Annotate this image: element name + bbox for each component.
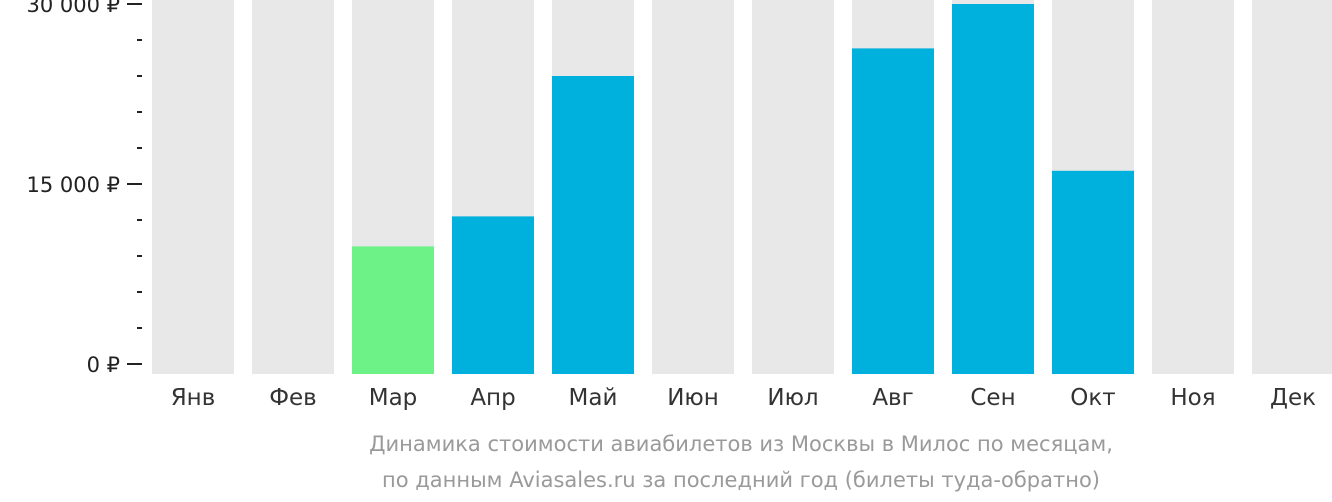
chart-caption-line-2: по данным Aviasales.ru за последний год … [382,468,1100,492]
chart-caption-line-1: Динамика стоимости авиабилетов из Москвы… [369,432,1113,456]
bar-price[interactable] [852,48,934,375]
bar-background [1252,0,1332,374]
bar-price[interactable] [952,4,1034,374]
bar-background [752,0,834,374]
x-axis: Янв Фев Мар Апр Май Июн Июл Авг Сен Окт Ноя Дек [171,385,1316,411]
y-tick-label: 15 000 ₽ [26,173,120,197]
bar-price[interactable] [452,216,534,374]
bars [152,0,1332,375]
y-tick-label: 0 ₽ [87,353,120,377]
x-tick-label: Июл [767,385,818,411]
bar-background [652,0,734,374]
bar-lowest-price[interactable] [352,246,434,374]
x-tick-label: Май [569,385,618,411]
bar-background [152,0,234,374]
x-tick-label: Мар [369,385,418,411]
y-axis: 0 ₽ 15 000 ₽ 30 000 ₽ [26,0,142,377]
x-tick-label: Апр [470,385,515,411]
bar-background [252,0,334,374]
x-tick-label: Дек [1270,385,1316,411]
bar-background [1152,0,1234,374]
x-tick-label: Фев [269,385,317,411]
bar-price[interactable] [1052,170,1134,374]
x-tick-label: Янв [171,385,216,411]
y-tick-label: 30 000 ₽ [26,0,120,17]
x-tick-label: Сен [970,385,1015,411]
price-bar-chart: 0 ₽ 15 000 ₽ 30 000 ₽ Янв Фев Мар Апр Май Июн Ию… [26,0,1332,411]
x-tick-label: Ноя [1170,385,1215,411]
x-tick-label: Окт [1070,385,1115,411]
bar-price[interactable] [552,76,634,374]
x-tick-label: Авг [872,385,913,411]
x-tick-label: Июн [667,385,719,411]
